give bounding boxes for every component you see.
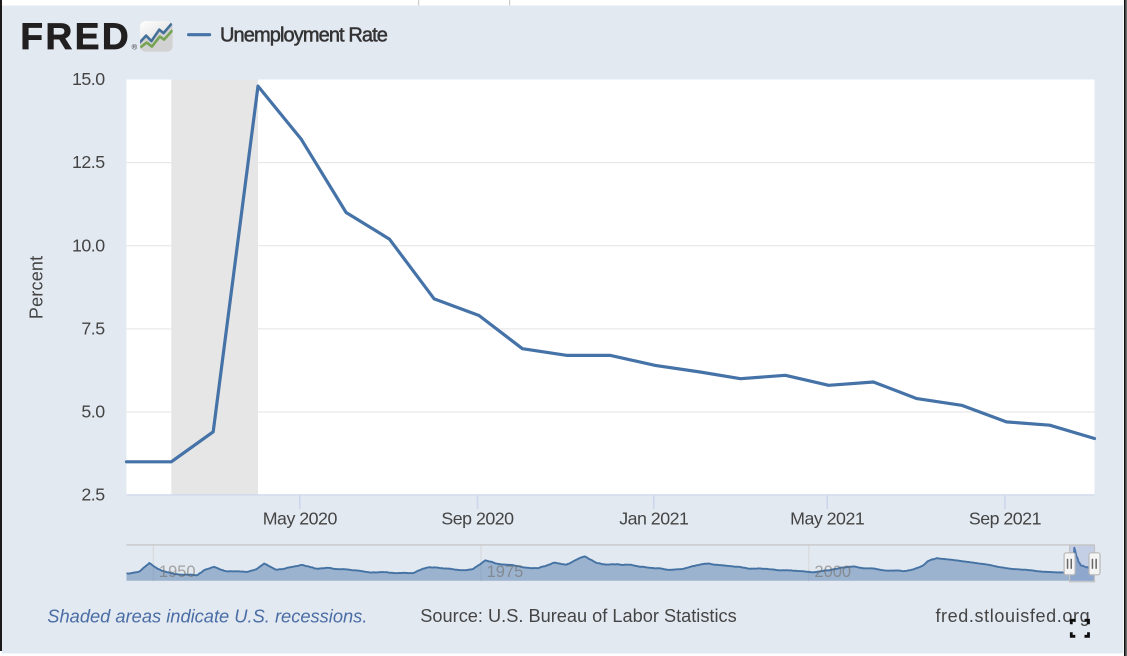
svg-text:5.0: 5.0 <box>81 402 105 422</box>
svg-text:1950: 1950 <box>159 563 196 581</box>
svg-text:10.0: 10.0 <box>72 235 105 255</box>
svg-text:15.0: 15.0 <box>72 69 105 89</box>
svg-text:7.5: 7.5 <box>81 318 105 338</box>
svg-text:Sep 2021: Sep 2021 <box>969 508 1042 528</box>
svg-text:May 2020: May 2020 <box>263 508 338 528</box>
svg-text:Sep 2020: Sep 2020 <box>441 508 514 528</box>
svg-text:Percent: Percent <box>26 256 46 319</box>
svg-text:Jan 2021: Jan 2021 <box>619 508 689 528</box>
svg-text:FRED: FRED <box>20 16 131 57</box>
svg-text:2.5: 2.5 <box>81 485 105 505</box>
svg-text:Source: U.S. Bureau of Labor S: Source: U.S. Bureau of Labor Statistics <box>420 606 736 626</box>
svg-text:®: ® <box>132 42 138 51</box>
svg-text:12.5: 12.5 <box>72 152 105 172</box>
svg-text:fred.stlouisfed.org: fred.stlouisfed.org <box>935 606 1090 626</box>
svg-text:Shaded areas indicate U.S. rec: Shaded areas indicate U.S. recessions. <box>47 605 367 626</box>
svg-text:Unemployment Rate: Unemployment Rate <box>220 25 388 47</box>
svg-text:2000: 2000 <box>814 563 851 581</box>
svg-text:May 2021: May 2021 <box>790 508 865 528</box>
svg-text:1975: 1975 <box>487 563 524 581</box>
